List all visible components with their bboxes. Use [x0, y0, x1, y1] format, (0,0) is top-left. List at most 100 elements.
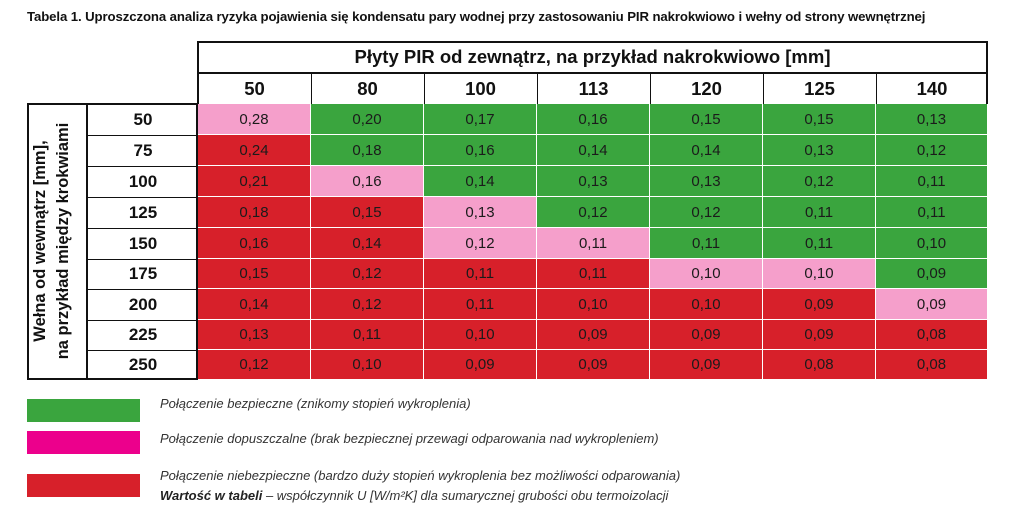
table-cell: 0,16 [311, 166, 424, 197]
table-cell: 0,21 [198, 166, 311, 197]
table-cell: 0,09 [763, 320, 876, 350]
table-cell: 0,15 [650, 104, 763, 135]
column-header: 113 [578, 78, 609, 99]
table-cell: 0,09 [537, 320, 650, 350]
table-cell: 0,14 [311, 228, 424, 259]
row-header-divider [86, 197, 198, 198]
column-header: 80 [357, 78, 378, 99]
table-cell: 0,15 [763, 104, 876, 135]
table-cell: 0,09 [537, 350, 650, 380]
table-cell: 0,14 [537, 135, 650, 166]
column-header: 120 [691, 78, 722, 99]
table-cell: 0,15 [198, 259, 311, 289]
table-cell: 0,12 [650, 197, 763, 228]
row-header: 175 [128, 264, 158, 283]
table-cell: 0,13 [650, 166, 763, 197]
row-header: 75 [133, 140, 153, 160]
table-cell: 0,24 [198, 135, 311, 166]
table-cell: 0,17 [424, 104, 537, 135]
legend-text-acceptable: Połączenie dopuszczalne (brak bezpieczne… [160, 431, 659, 446]
table-cell: 0,10 [876, 228, 988, 259]
row-header: 225 [128, 325, 158, 344]
row-header-divider [86, 135, 198, 136]
column-header-divider [876, 74, 877, 104]
table-cell: 0,08 [876, 320, 988, 350]
table-cell: 0,11 [763, 228, 876, 259]
table-cell: 0,09 [424, 350, 537, 380]
row-header: 125 [128, 202, 158, 222]
table-cell: 0,12 [763, 166, 876, 197]
table-cell: 0,13 [424, 197, 537, 228]
table-cell: 0,10 [311, 350, 424, 380]
table-caption: Tabela 1. Uproszczona analiza ryzyka poj… [27, 9, 926, 24]
legend-swatch-safe [27, 399, 140, 422]
row-header-divider [86, 289, 198, 290]
table-cell: 0,12 [537, 197, 650, 228]
column-group-header: Płyty PIR od zewnątrz, na przykład nakro… [354, 46, 831, 67]
row-group-header-line1: Wełna od wewnątrz [mm], [31, 140, 49, 342]
legend-note-bold: Wartość w tabeli [160, 488, 263, 503]
table-cell: 0,16 [537, 104, 650, 135]
column-header-divider [650, 74, 651, 104]
column-header-divider [537, 74, 538, 104]
table-cell: 0,09 [876, 259, 988, 289]
column-header-divider [763, 74, 764, 104]
table-cell: 0,11 [537, 228, 650, 259]
table-cell: 0,16 [198, 228, 311, 259]
table-cell: 0,10 [424, 320, 537, 350]
table-cell: 0,14 [198, 289, 311, 320]
row-header-divider [86, 103, 88, 380]
legend-swatch-unsafe [27, 474, 140, 497]
table-cell: 0,09 [650, 350, 763, 380]
row-header-divider [86, 320, 198, 321]
column-header: 140 [916, 78, 948, 99]
row-header-divider [86, 228, 198, 229]
row-group-header-line2: na przykład między krokwiami [54, 122, 72, 360]
table-cell: 0,13 [763, 135, 876, 166]
row-header: 50 [133, 109, 153, 129]
table-cell: 0,14 [424, 166, 537, 197]
table-cell: 0,09 [763, 289, 876, 320]
row-header-divider [86, 350, 198, 351]
column-header: 50 [244, 78, 265, 99]
column-header: 125 [804, 78, 835, 99]
table-cell: 0,20 [311, 104, 424, 135]
legend-text-safe: Połączenie bezpieczne (znikomy stopień w… [160, 396, 471, 411]
row-header: 200 [128, 294, 158, 314]
table-cell: 0,10 [650, 289, 763, 320]
table-cell: 0,08 [876, 350, 988, 380]
table-cell: 0,28 [198, 104, 311, 135]
table-cell: 0,11 [424, 289, 537, 320]
table-cell: 0,18 [198, 197, 311, 228]
row-header: 250 [128, 355, 158, 374]
row-group-header: Wełna od wewnątrz [mm], na przykład międ… [29, 105, 85, 377]
column-header-divider [311, 74, 312, 104]
column-header-divider [424, 74, 425, 104]
table-cell: 0,11 [650, 228, 763, 259]
table-cell: 0,12 [198, 350, 311, 380]
table-cell: 0,09 [876, 289, 988, 320]
table-cell: 0,11 [311, 320, 424, 350]
row-header-divider [86, 166, 198, 167]
table-cell: 0,10 [650, 259, 763, 289]
table-cell: 0,14 [650, 135, 763, 166]
table-cell: 0,13 [876, 104, 988, 135]
legend-note: Wartość w tabeli – współczynnik U [W/m²K… [160, 488, 668, 503]
table-cell: 0,11 [763, 197, 876, 228]
row-header: 100 [128, 171, 158, 191]
table-cell: 0,12 [311, 259, 424, 289]
table-cell: 0,08 [763, 350, 876, 380]
table-cell: 0,12 [424, 228, 537, 259]
table-cell: 0,15 [311, 197, 424, 228]
row-header-divider [86, 259, 198, 260]
table-cell: 0,12 [876, 135, 988, 166]
table-cell: 0,16 [424, 135, 537, 166]
table-cell: 0,10 [537, 289, 650, 320]
table-cell: 0,09 [650, 320, 763, 350]
table-cell: 0,11 [876, 166, 988, 197]
column-header: 100 [465, 78, 496, 99]
legend-note-rest: – współczynnik U [W/m²K] dla sumarycznej… [262, 488, 669, 503]
header-divider [197, 72, 988, 74]
table-cell: 0,13 [537, 166, 650, 197]
table-cell: 0,10 [763, 259, 876, 289]
